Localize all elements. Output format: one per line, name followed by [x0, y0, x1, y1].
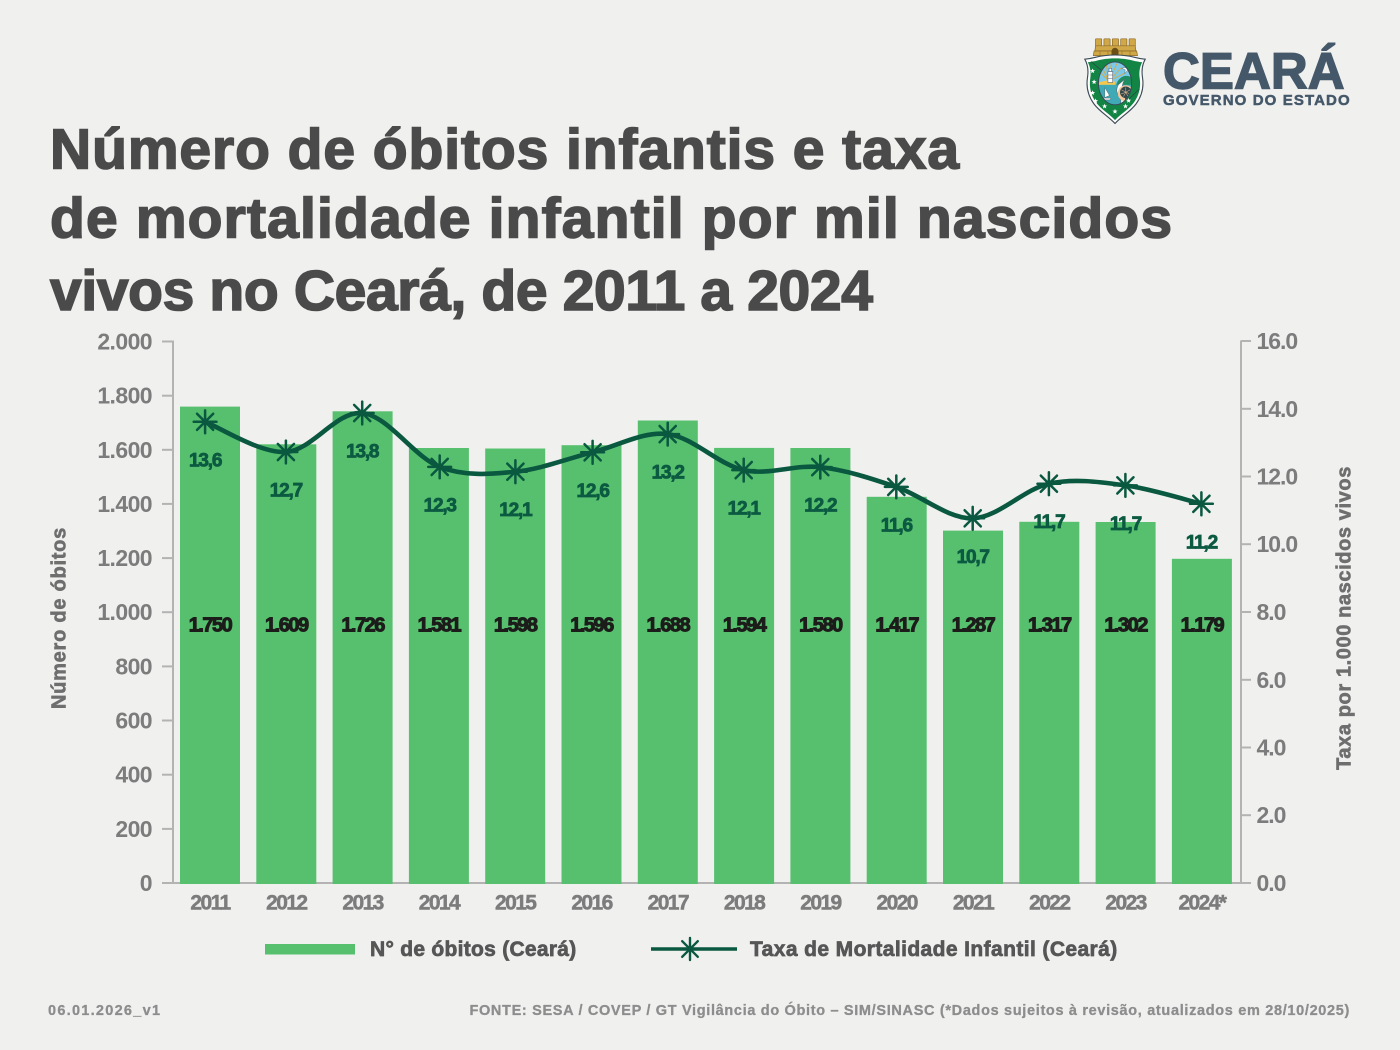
svg-text:Taxa por 1.000 nascidos vivos: Taxa por 1.000 nascidos vivos: [1334, 466, 1356, 770]
svg-text:13,2: 13,2: [652, 463, 685, 484]
svg-text:1.400: 1.400: [97, 491, 152, 517]
svg-text:4.0: 4.0: [1257, 735, 1286, 761]
svg-text:16.0: 16.0: [1257, 328, 1298, 354]
svg-text:1.179: 1.179: [1181, 614, 1225, 636]
svg-text:2017: 2017: [648, 891, 689, 914]
svg-text:1.596: 1.596: [570, 614, 614, 636]
svg-text:2.000: 2.000: [97, 329, 152, 355]
svg-text:0.0: 0.0: [1257, 870, 1286, 896]
svg-text:2018: 2018: [724, 891, 766, 914]
svg-text:2023: 2023: [1105, 891, 1146, 914]
svg-text:2016: 2016: [571, 891, 612, 914]
svg-text:2015: 2015: [495, 891, 537, 914]
svg-text:11,6: 11,6: [881, 515, 913, 536]
svg-text:1.317: 1.317: [1028, 614, 1072, 636]
svg-text:12,3: 12,3: [424, 495, 457, 516]
svg-text:2014: 2014: [419, 891, 461, 914]
svg-text:12,7: 12,7: [270, 481, 303, 502]
svg-text:1.581: 1.581: [418, 614, 462, 636]
svg-text:11,2: 11,2: [1186, 532, 1218, 553]
svg-text:13,8: 13,8: [346, 442, 379, 463]
svg-text:200: 200: [115, 816, 152, 842]
svg-text:2011: 2011: [190, 891, 231, 914]
svg-text:10.0: 10.0: [1257, 531, 1298, 557]
svg-text:1.609: 1.609: [265, 614, 309, 636]
svg-text:1.726: 1.726: [341, 614, 385, 636]
svg-text:12,2: 12,2: [804, 496, 837, 517]
svg-text:1.594: 1.594: [723, 614, 768, 636]
svg-text:2.0: 2.0: [1257, 802, 1286, 828]
svg-text:800: 800: [115, 653, 152, 679]
svg-text:8.0: 8.0: [1257, 599, 1286, 625]
svg-text:1.200: 1.200: [97, 545, 152, 571]
svg-text:2022: 2022: [1029, 891, 1070, 914]
svg-text:2012: 2012: [266, 891, 307, 914]
svg-text:1.417: 1.417: [875, 614, 919, 636]
svg-text:6.0: 6.0: [1257, 667, 1286, 693]
svg-text:vivos no Ceará, de 2011 a 2024: vivos no Ceará, de 2011 a 2024: [50, 259, 873, 323]
svg-text:11,7: 11,7: [1110, 514, 1142, 535]
svg-text:12,1: 12,1: [728, 499, 762, 520]
svg-text:06.01.2026_v1: 06.01.2026_v1: [48, 1003, 161, 1019]
svg-text:Número de óbitos infantis e ta: Número de óbitos infantis e taxa: [50, 118, 960, 182]
svg-text:1.800: 1.800: [97, 383, 152, 409]
svg-text:CEARÁ: CEARÁ: [1163, 42, 1345, 99]
svg-text:2013: 2013: [342, 891, 383, 914]
svg-text:1.598: 1.598: [494, 614, 538, 636]
svg-text:11,7: 11,7: [1033, 512, 1065, 533]
svg-text:2024*: 2024*: [1178, 891, 1227, 914]
svg-text:N° de óbitos (Ceará): N° de óbitos (Ceará): [370, 938, 577, 961]
svg-text:1.580: 1.580: [799, 614, 843, 636]
svg-text:GOVERNO DO ESTADO: GOVERNO DO ESTADO: [1163, 92, 1351, 109]
svg-text:0: 0: [140, 870, 152, 896]
svg-text:14.0: 14.0: [1257, 396, 1298, 422]
svg-text:de mortalidade infantil por mi: de mortalidade infantil por mil nascidos: [50, 187, 1173, 251]
svg-text:1.750: 1.750: [189, 614, 233, 636]
svg-text:12.0: 12.0: [1257, 464, 1298, 490]
svg-text:Taxa de Mortalidade Infantil (: Taxa de Mortalidade Infantil (Ceará): [750, 938, 1118, 961]
svg-text:2019: 2019: [800, 891, 841, 914]
svg-text:600: 600: [115, 708, 152, 734]
svg-text:1.302: 1.302: [1104, 614, 1148, 636]
svg-text:12,6: 12,6: [577, 481, 610, 502]
svg-text:1.688: 1.688: [647, 614, 691, 636]
svg-text:FONTE: SESA / COVEP / GT Vigil: FONTE: SESA / COVEP / GT Vigilância do Ó…: [469, 1001, 1350, 1019]
svg-text:12,1: 12,1: [499, 500, 533, 521]
svg-text:1.000: 1.000: [97, 599, 152, 625]
svg-text:1.287: 1.287: [952, 614, 996, 636]
svg-text:1.600: 1.600: [97, 437, 152, 463]
svg-text:Número de óbitos: Número de óbitos: [49, 527, 71, 709]
svg-text:10,7: 10,7: [957, 547, 990, 568]
svg-text:400: 400: [115, 762, 152, 788]
svg-text:2021: 2021: [953, 891, 995, 914]
svg-text:13,6: 13,6: [189, 450, 222, 471]
svg-text:2020: 2020: [877, 891, 918, 914]
